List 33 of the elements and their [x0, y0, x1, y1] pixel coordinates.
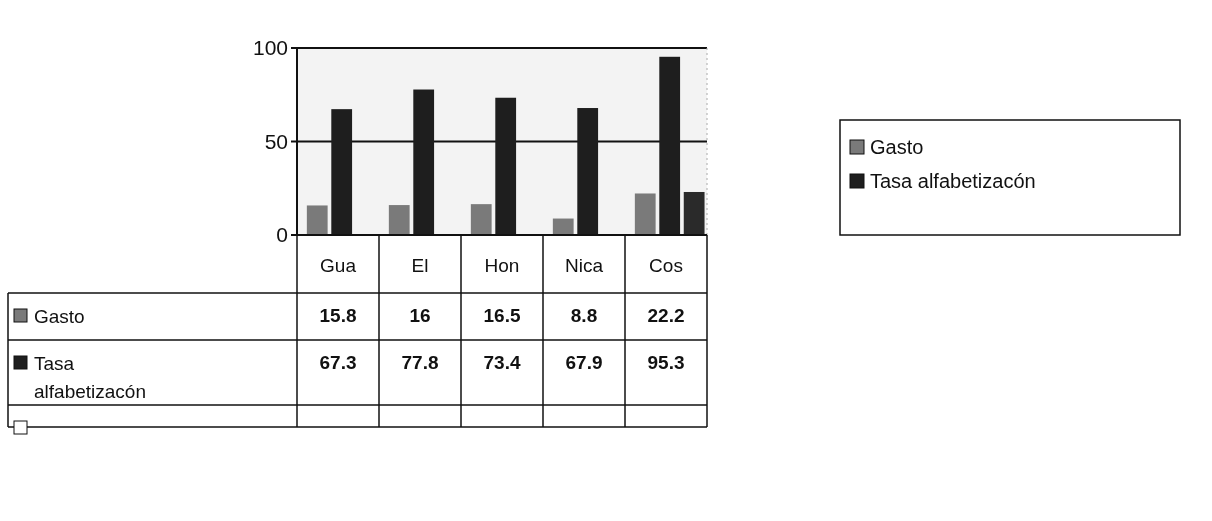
bar: [495, 97, 517, 235]
bar: [577, 108, 599, 235]
y-tick-label: 100: [252, 36, 288, 60]
x-tick-label: Nica: [564, 254, 604, 276]
data-label: 67.9: [565, 351, 603, 373]
x-tick-label: Gua: [320, 254, 357, 276]
data-label: 16.5: [483, 304, 521, 326]
bar: [470, 204, 492, 235]
data-label: 15.8: [319, 304, 357, 326]
text: Gasto: [34, 305, 85, 327]
y-tick-label: 0: [276, 223, 288, 247]
bar: [659, 56, 681, 235]
y-tick-label: 50: [264, 129, 288, 153]
data-label: 73.4: [483, 351, 521, 373]
bar: [388, 205, 410, 235]
text: Tasa alfabetizacón: [34, 352, 146, 403]
legend-label: Gasto: [870, 136, 924, 158]
bar: [634, 193, 656, 235]
data-label: 95.3: [647, 351, 685, 373]
x-tick-label: Hon: [484, 254, 520, 276]
data-label: 8.8: [570, 304, 598, 326]
data-label: 67.3: [319, 351, 357, 373]
data-label: 16: [409, 304, 431, 326]
bar: [331, 109, 353, 235]
data-label: 22.2: [647, 304, 685, 326]
legend-label: Tasa alfabetizacón: [870, 170, 1036, 192]
x-tick-label: Cos: [649, 254, 683, 276]
bar: [683, 191, 705, 235]
data-label: 77.8: [401, 351, 439, 373]
bar: [306, 205, 328, 235]
bar: [552, 218, 574, 235]
bar: [413, 89, 435, 235]
x-tick-label: El: [411, 254, 429, 276]
